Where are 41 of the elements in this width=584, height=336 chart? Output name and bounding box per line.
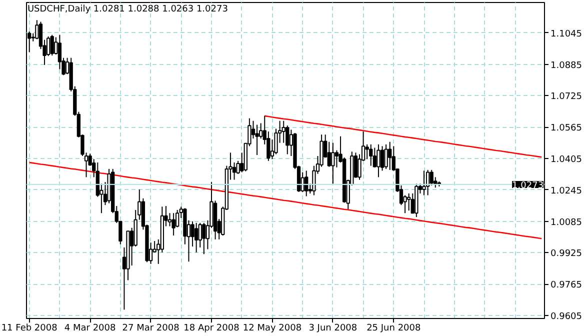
candlestick [331, 142, 335, 184]
x-tick-label: 25 Jun 2008 [366, 324, 421, 334]
y-tick-label: 1.0885 [550, 60, 582, 71]
line-series [264, 115, 542, 158]
x-tick-label: 27 Mar 2008 [122, 324, 180, 334]
candlestick [286, 125, 290, 155]
candlestick [407, 192, 411, 212]
y-tick-label: 0.9605 [550, 312, 582, 322]
candlestick [376, 144, 380, 178]
candlestick [50, 34, 54, 56]
candlestick [202, 222, 206, 255]
x-tick-label: 18 Apr 2008 [184, 324, 240, 334]
y-tick-label: 1.0405 [550, 155, 582, 166]
candlestick [388, 141, 392, 170]
line-series [28, 162, 542, 240]
x-tick-label: 12 May 2008 [242, 324, 302, 334]
y-tick-label: 0.9925 [550, 249, 582, 260]
candlestick [426, 169, 430, 196]
candlestick [384, 144, 388, 170]
candlestick [372, 147, 377, 168]
candlestick [327, 141, 331, 168]
ref-line-label: 1.0273 [512, 180, 544, 191]
candlestick [282, 120, 286, 144]
y-tick-label: 1.0085 [550, 218, 582, 228]
x-tick-label: 3 Jun 2008 [308, 324, 358, 334]
candlestick [369, 144, 373, 166]
chart-title: USDCHF,Daily 1.0281 1.0288 1.0263 1.0273 [27, 4, 228, 14]
y-tick-label: 1.0565 [550, 124, 582, 134]
y-tick-label: 0.9765 [550, 280, 582, 291]
x-tick-label: 4 Mar 2008 [64, 324, 116, 334]
x-tick-label: 11 Feb 2008 [1, 324, 58, 334]
y-tick-label: 1.1045 [550, 29, 582, 40]
candlestick [255, 124, 259, 156]
candlestick [380, 146, 384, 172]
candlestick [304, 170, 308, 197]
candlestick [172, 212, 176, 236]
y-tick-label: 1.0725 [550, 92, 582, 102]
candlestick [194, 222, 198, 253]
candlestick [430, 169, 434, 186]
candlestick [422, 170, 426, 196]
y-tick-label: 1.0245 [550, 186, 582, 196]
